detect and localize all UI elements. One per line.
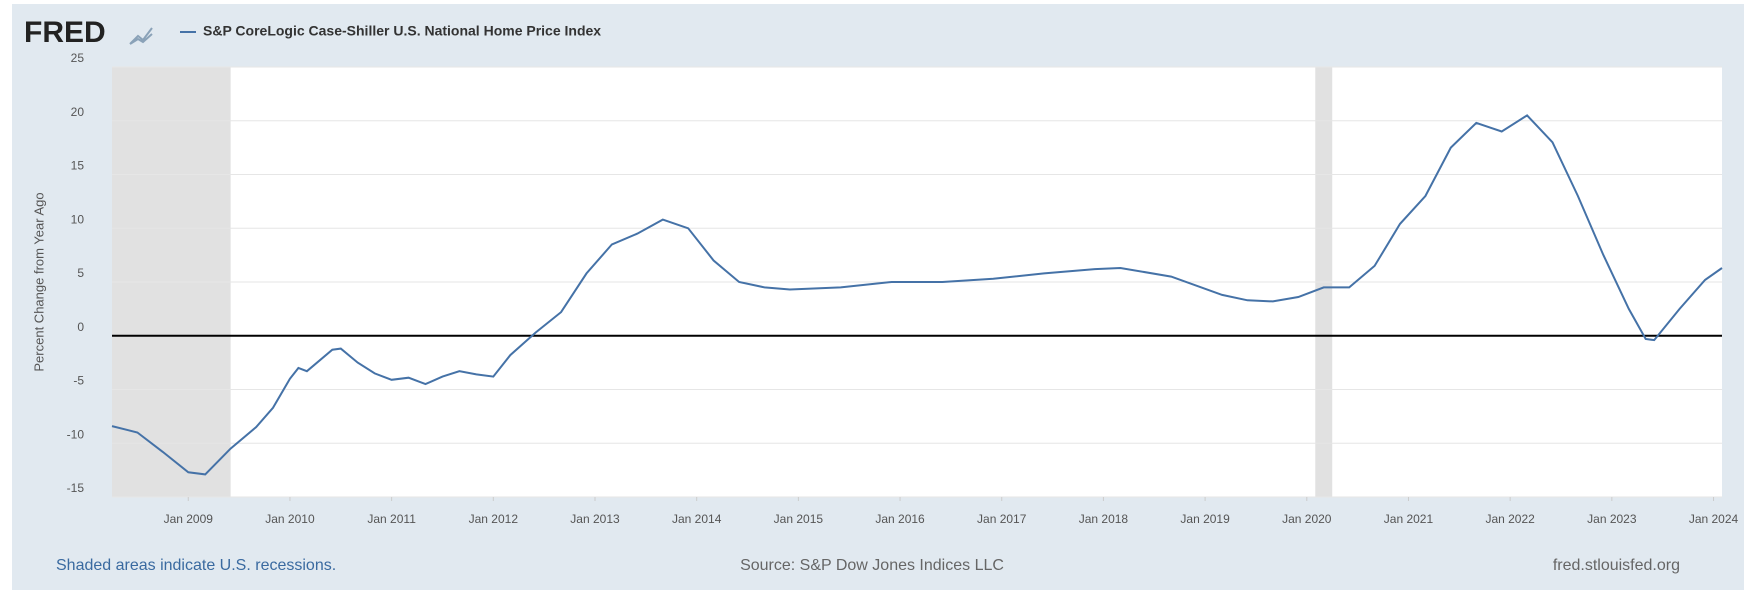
y-tick-label: 5 bbox=[77, 266, 84, 280]
logo-icon bbox=[129, 27, 153, 45]
x-tick-label: Jan 2012 bbox=[469, 512, 519, 526]
x-tick-label: Jan 2014 bbox=[672, 512, 722, 526]
x-tick-label: Jan 2024 bbox=[1689, 512, 1739, 526]
series-line bbox=[111, 114, 1723, 476]
x-tick-label: Jan 2016 bbox=[875, 512, 925, 526]
y-tick-label: 20 bbox=[71, 105, 85, 119]
x-tick-label: Jan 2019 bbox=[1180, 512, 1230, 526]
y-tick-label: 10 bbox=[71, 212, 85, 226]
x-tick-label: Jan 2022 bbox=[1485, 512, 1535, 526]
legend-label: S&P CoreLogic Case-Shiller U.S. National… bbox=[203, 23, 601, 39]
y-axis-label: Percent Change from Year Ago bbox=[31, 192, 46, 371]
x-tick-label: Jan 2009 bbox=[164, 512, 214, 526]
x-tick-label: Jan 2021 bbox=[1384, 512, 1434, 526]
y-tick-label: 15 bbox=[71, 159, 85, 173]
x-tick-label: Jan 2017 bbox=[977, 512, 1027, 526]
logo: FRED bbox=[24, 16, 106, 49]
x-tick-label: Jan 2011 bbox=[367, 512, 416, 526]
x-tick-label: Jan 2018 bbox=[1079, 512, 1129, 526]
x-tick-label: Jan 2015 bbox=[774, 512, 824, 526]
x-tick-label: Jan 2023 bbox=[1587, 512, 1637, 526]
footer-url: fred.stlouisfed.org bbox=[1553, 557, 1680, 574]
y-tick-label: 25 bbox=[71, 51, 85, 65]
x-tick-label: Jan 2020 bbox=[1282, 512, 1332, 526]
x-tick-label: Jan 2010 bbox=[265, 512, 315, 526]
footer-note: Shaded areas indicate U.S. recessions. bbox=[56, 557, 336, 574]
y-tick-label: -10 bbox=[67, 427, 85, 441]
y-tick-label: -15 bbox=[67, 481, 85, 495]
y-tick-label: -5 bbox=[73, 374, 84, 388]
y-tick-label: 0 bbox=[77, 320, 84, 334]
footer-source: Source: S&P Dow Jones Indices LLC bbox=[740, 557, 1004, 574]
x-tick-label: Jan 2013 bbox=[570, 512, 620, 526]
